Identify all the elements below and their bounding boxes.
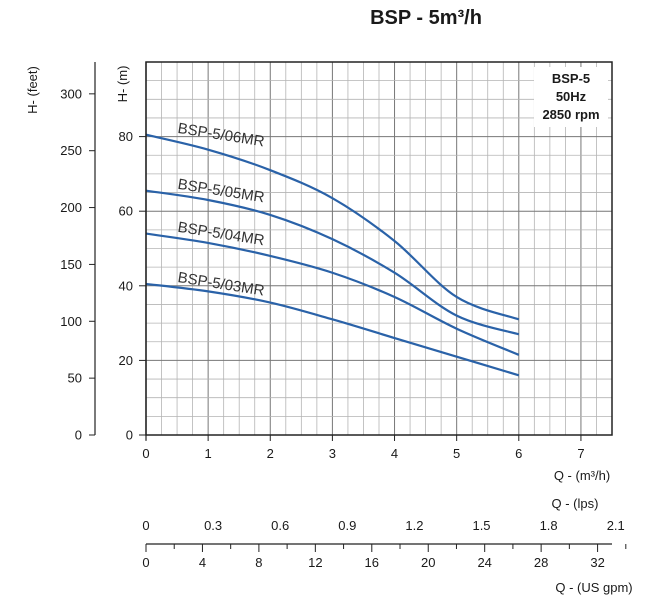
- x-tick-label-lps: 1.2: [405, 518, 423, 533]
- y-tick-label-feet: 50: [68, 371, 82, 386]
- y-tick-label-meters: 0: [126, 428, 133, 443]
- x-axis-gpm: 0 4 8 12 16 20 24 28 32: [142, 543, 627, 570]
- x-tick-label-lps: 1.8: [540, 518, 558, 533]
- x-tick-label-lps: 1.5: [472, 518, 490, 533]
- x-tick-label-lps: 0.9: [338, 518, 356, 533]
- y-tick-label-meters: 40: [119, 278, 133, 293]
- x-tick-label-gpm: 28: [534, 555, 548, 570]
- x-axis-gpm-label: Q - (US gpm): [555, 580, 632, 595]
- y-tick-label-feet: 0: [75, 428, 82, 443]
- x-tick-label-gpm: 24: [477, 555, 491, 570]
- y-tick-label-meters: 60: [119, 204, 133, 219]
- curve-bsp-5-04mr: [145, 232, 520, 356]
- y-axis-feet-label: H- (feet): [25, 66, 40, 114]
- info-box: BSP-5 50Hz 2850 rpm: [534, 67, 608, 127]
- curve-bsp-5-03mr: [145, 282, 520, 377]
- y-axis-meters: 0 20 40 60 80: [119, 62, 147, 443]
- x-axis-m3h: 0 1 2 3 4 5 6 7: [142, 435, 585, 461]
- x-tick-label-lps: 0: [142, 518, 149, 533]
- x-tick-label-gpm: 4: [199, 555, 206, 570]
- y-tick-label-feet: 150: [60, 257, 82, 272]
- info-box-background: [534, 67, 608, 127]
- x-tick-label-gpm: 0: [142, 555, 149, 570]
- y-tick-label-meters: 80: [119, 129, 133, 144]
- x-tick-label-m3h: 2: [267, 446, 274, 461]
- curve-bsp-5-06mr: [145, 133, 520, 321]
- y-tick-label-feet: 200: [60, 200, 82, 215]
- x-tick-label-m3h: 7: [577, 446, 584, 461]
- y-axis-meters-label: H- (m): [115, 66, 130, 103]
- y-tick-label-feet: 300: [60, 86, 82, 101]
- x-tick-label-m3h: 4: [391, 446, 398, 461]
- x-axis-lps: 0 0.3 0.6 0.9 1.2 1.5 1.8 2.1: [142, 518, 624, 533]
- x-tick-label-gpm: 32: [590, 555, 604, 570]
- x-tick-label-m3h: 0: [142, 446, 149, 461]
- x-tick-label-m3h: 6: [515, 446, 522, 461]
- info-model: BSP-5: [552, 71, 590, 86]
- pump-curves: [145, 133, 520, 377]
- curve-label: BSP-5/03MR: [176, 269, 265, 300]
- chart-title: BSP - 5m³/h: [370, 7, 482, 29]
- x-axis-m3h-label: Q - (m³/h): [554, 468, 610, 483]
- x-tick-label-gpm: 12: [308, 555, 322, 570]
- x-tick-label-gpm: 8: [255, 555, 262, 570]
- x-tick-label-lps: 2.1: [607, 518, 625, 533]
- x-tick-label-m3h: 3: [329, 446, 336, 461]
- y-tick-label-feet: 100: [60, 314, 82, 329]
- curve-bsp-5-05mr: [145, 189, 520, 336]
- x-tick-label-lps: 0.6: [271, 518, 289, 533]
- x-tick-label-gpm: 16: [365, 555, 379, 570]
- x-tick-label-gpm: 20: [421, 555, 435, 570]
- y-axis-feet: 0 50 100 150 200 250 300: [60, 62, 96, 443]
- x-axis-lps-label: Q - (lps): [552, 496, 599, 511]
- y-tick-label-feet: 250: [60, 143, 82, 158]
- x-tick-label-m3h: 1: [205, 446, 212, 461]
- x-tick-label-lps: 0.3: [204, 518, 222, 533]
- y-tick-label-meters: 20: [119, 353, 133, 368]
- info-speed: 2850 rpm: [542, 107, 599, 122]
- info-frequency: 50Hz: [556, 89, 587, 104]
- x-tick-label-m3h: 5: [453, 446, 460, 461]
